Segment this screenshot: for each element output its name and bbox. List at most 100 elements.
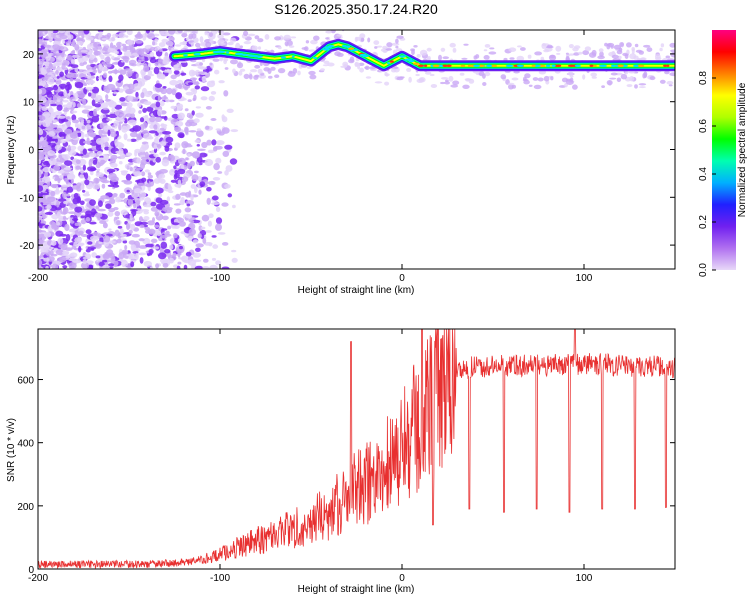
ridge-hotspot [487, 64, 493, 68]
spectral-blob [199, 62, 204, 66]
spectral-blob [215, 157, 222, 164]
spectral-blob [96, 151, 103, 156]
spectral-blob [670, 51, 675, 58]
spectral-blob [208, 213, 214, 218]
spectral-blob [46, 204, 52, 210]
spectral-blob [57, 237, 64, 245]
colorbar-label: Normalized spectral amplitude [737, 82, 748, 217]
spectral-blob [199, 152, 208, 158]
spectral-blob [528, 84, 533, 88]
spectral-blob [128, 162, 134, 166]
spectral-blob [116, 41, 123, 48]
spectral-blob [129, 166, 133, 172]
colorbar-tick-label: 0.2 [698, 215, 709, 229]
spectral-blob [50, 240, 57, 246]
ridge-hotspot [531, 64, 536, 68]
spectral-blob [669, 72, 675, 77]
spectral-blob [211, 195, 219, 201]
spectral-blob [229, 37, 237, 43]
spectral-blob [555, 45, 562, 52]
spectral-blob [209, 62, 213, 66]
snr-x-tick-label: -100 [210, 573, 230, 584]
spectral-blob [631, 48, 635, 55]
spectral-blob [166, 196, 171, 202]
spectral-blob [251, 45, 258, 51]
spectral-blob [85, 248, 91, 253]
spectral-blob [354, 62, 361, 67]
spectral-blob [51, 71, 56, 77]
spectral-blob [136, 62, 142, 67]
ridge-hotspot [446, 64, 452, 68]
spectral-blob [182, 176, 189, 183]
spectral-blob [582, 50, 590, 56]
spectral-blob [64, 223, 70, 232]
spectral-blob [39, 136, 44, 142]
ridge-hotspot [322, 48, 330, 51]
spectral-blob [659, 47, 663, 52]
spectral-blob [163, 55, 170, 62]
spectral-blob [254, 74, 260, 78]
spectral-blob [74, 81, 84, 89]
spectral-blob [182, 148, 186, 155]
spectral-blob [123, 133, 128, 141]
spectral-blob [524, 73, 531, 79]
spectral-blob [104, 53, 112, 57]
spectral-blob [38, 30, 42, 34]
spectral-blob [185, 121, 193, 127]
snr-y-tick-label: 200 [17, 502, 34, 513]
spectral-blob [591, 76, 597, 79]
spectral-blob [181, 82, 185, 86]
spectral-blob [145, 30, 150, 34]
spectral-blob [76, 36, 81, 42]
spectral-blob [391, 42, 400, 46]
spectral-blob [461, 57, 468, 60]
spectral-blob [48, 63, 53, 67]
spectral-blob [74, 44, 80, 51]
spectral-blob [102, 222, 108, 229]
spectral-blob [410, 48, 415, 52]
ridge-hotspot [291, 55, 295, 58]
spectral-blob [109, 151, 113, 157]
spectral-blob [268, 75, 273, 79]
spectral-blob [93, 108, 97, 117]
ridge-hotspot [473, 64, 481, 68]
spectral-blob [178, 133, 185, 139]
spectral-blob [50, 184, 59, 188]
spectral-blob [46, 196, 56, 203]
spectral-blob [65, 179, 69, 185]
spectral-blob [126, 223, 130, 230]
spectral-blob [166, 207, 173, 211]
spectral-blob [308, 49, 316, 52]
spectral-blob [102, 264, 110, 269]
spectral-blob [79, 200, 85, 206]
spectral-blob [170, 105, 177, 109]
spectral-blob [72, 98, 77, 101]
spectral-blob [174, 67, 182, 71]
ridge-hotspot [256, 55, 263, 58]
spectral-blob [382, 45, 388, 50]
spectral-blob [72, 39, 76, 48]
snr-y-tick-label: 600 [17, 376, 34, 387]
spectral-blob [582, 74, 586, 80]
spectral-blob [44, 36, 49, 39]
spectral-blob [55, 249, 64, 256]
spectral-blob [41, 107, 48, 112]
spectral-blob [176, 103, 184, 109]
spectral-blob [227, 41, 234, 46]
ridge-hotspot [312, 56, 318, 60]
spectral-blob [47, 77, 55, 85]
spectral-blob [119, 69, 127, 75]
spectral-blob [162, 215, 169, 221]
spectral-blob [426, 47, 432, 52]
spectral-blob [38, 129, 44, 136]
spectral-blob [180, 72, 187, 76]
spectral-blob [107, 129, 111, 137]
spectral-blob [187, 99, 192, 102]
spectral-blob [44, 74, 52, 78]
spectral-blob [325, 37, 329, 40]
spectral-blob [210, 91, 217, 95]
spectral-blob [638, 83, 647, 86]
spectral-blob [82, 256, 90, 260]
spectral-blob [540, 56, 545, 61]
spectral-blob [178, 257, 186, 260]
